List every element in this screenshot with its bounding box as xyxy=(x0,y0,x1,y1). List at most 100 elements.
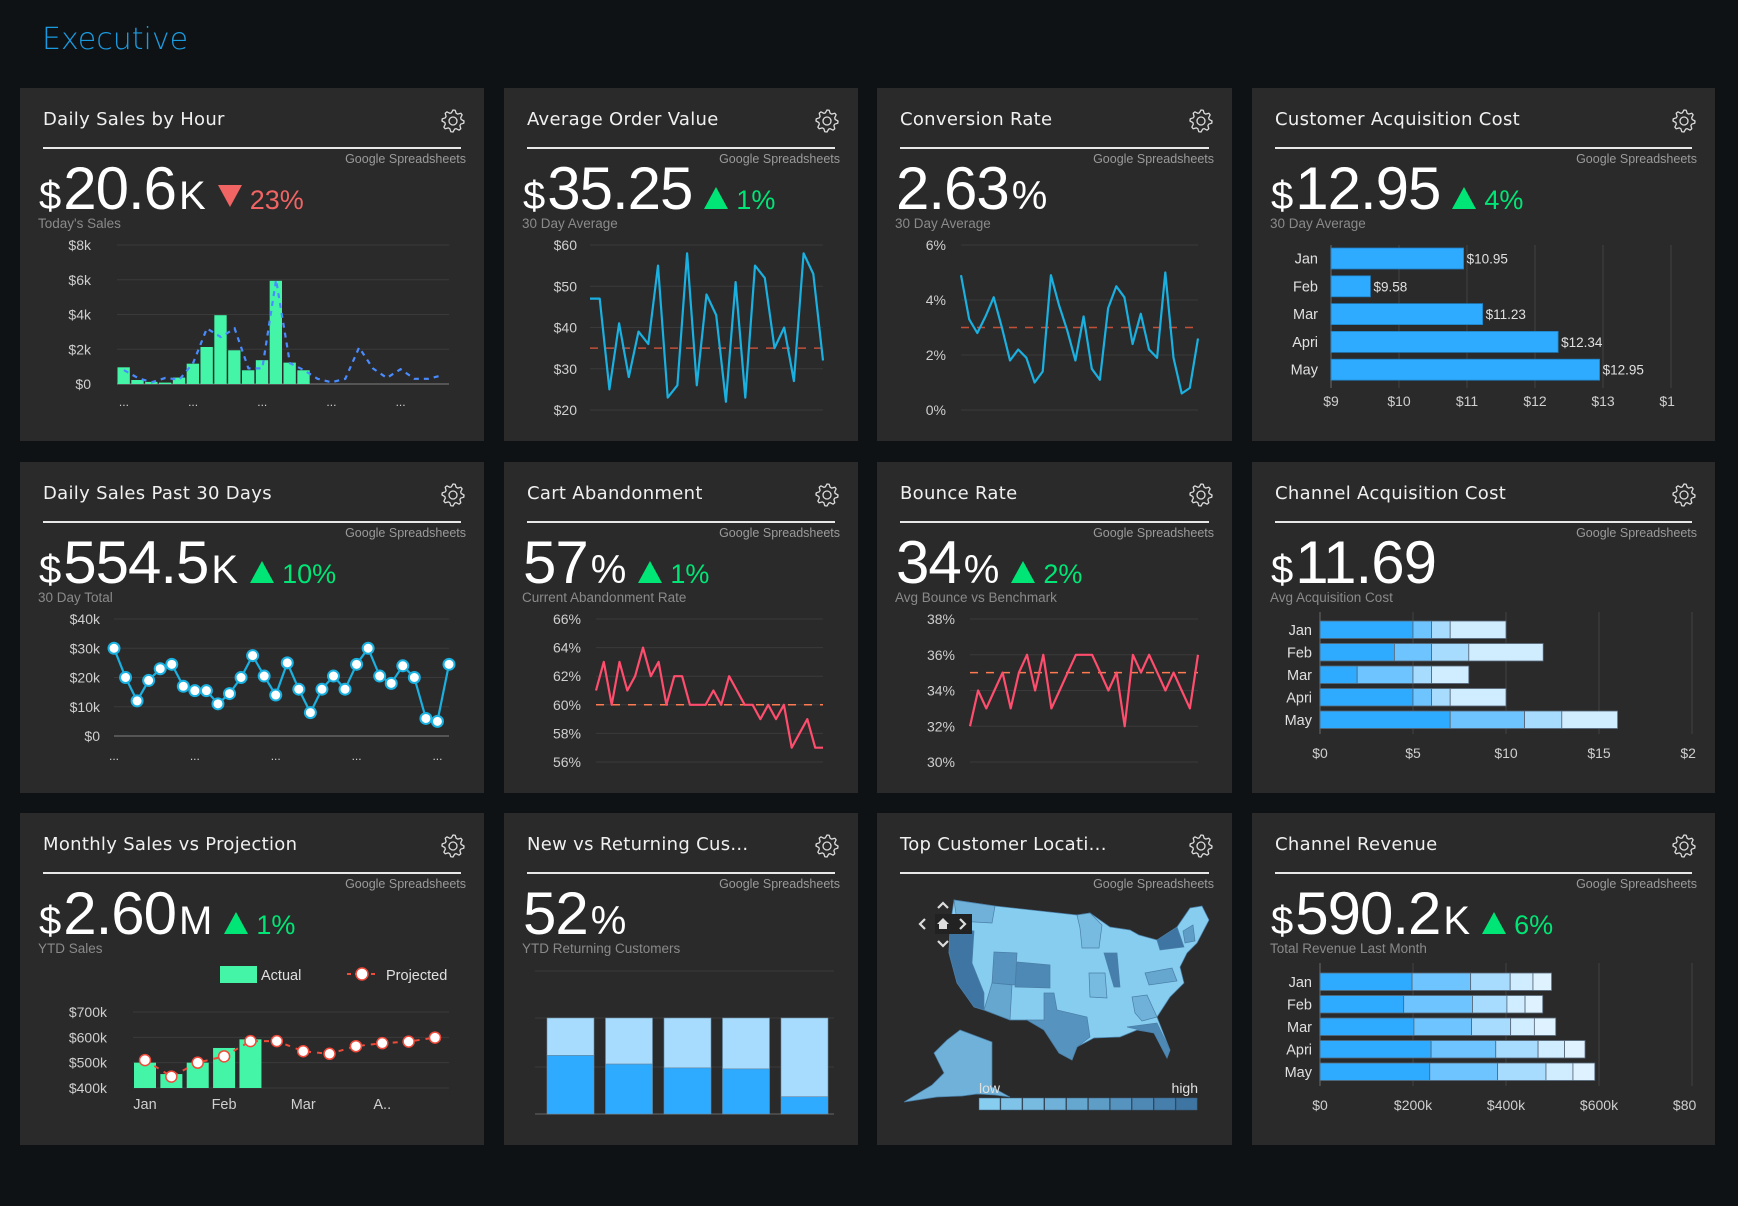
bar-segment[interactable] xyxy=(1449,688,1507,707)
settings-gear-icon[interactable] xyxy=(441,109,465,133)
data-point[interactable] xyxy=(407,671,421,684)
bar-segment[interactable] xyxy=(1449,620,1507,639)
column-segment-bottom[interactable] xyxy=(722,1068,770,1115)
settings-gear-icon[interactable] xyxy=(441,483,465,507)
data-point[interactable] xyxy=(211,697,225,711)
settings-gear-icon[interactable] xyxy=(1672,834,1696,858)
data-point[interactable] xyxy=(442,657,456,671)
map-region-colorado[interactable] xyxy=(1014,961,1051,989)
bar-segment[interactable] xyxy=(1497,1062,1547,1081)
chevron-down-icon[interactable] xyxy=(937,940,949,948)
settings-gear-icon[interactable] xyxy=(1189,109,1213,133)
bar[interactable] xyxy=(172,377,186,384)
bar[interactable] xyxy=(1330,247,1465,270)
data-point[interactable] xyxy=(223,687,237,701)
bar[interactable] xyxy=(1330,330,1559,353)
map-region-alaska[interactable] xyxy=(903,1029,1011,1103)
bar-segment[interactable] xyxy=(1319,1040,1432,1059)
actual-bar[interactable] xyxy=(134,1062,156,1088)
data-point[interactable] xyxy=(303,706,317,720)
map-region-virginia[interactable] xyxy=(1144,967,1178,986)
map-region-minnesota[interactable] xyxy=(1076,912,1103,949)
map-region-utah[interactable] xyxy=(991,951,1018,986)
chevron-up-icon[interactable] xyxy=(937,901,949,909)
map-region-arizona[interactable] xyxy=(983,982,1013,1021)
data-point[interactable] xyxy=(430,714,444,728)
map-region-new-york[interactable] xyxy=(1156,926,1185,951)
bar-segment[interactable] xyxy=(1411,972,1472,991)
bar-segment[interactable] xyxy=(1319,710,1451,729)
projected-point[interactable] xyxy=(244,1034,257,1048)
map-region-new-england[interactable] xyxy=(1182,924,1196,944)
column-segment-bottom[interactable] xyxy=(605,1063,653,1115)
bar-segment[interactable] xyxy=(1356,665,1414,684)
actual-bar[interactable] xyxy=(186,1062,209,1088)
bar-segment[interactable] xyxy=(1506,995,1526,1014)
bar-segment[interactable] xyxy=(1509,972,1534,991)
bar-segment[interactable] xyxy=(1431,643,1470,662)
settings-gear-icon[interactable] xyxy=(1189,834,1213,858)
data-point[interactable] xyxy=(246,649,260,663)
bar-segment[interactable] xyxy=(1319,665,1358,684)
bar-segment[interactable] xyxy=(1470,972,1511,991)
data-point[interactable] xyxy=(350,657,364,671)
data-point[interactable] xyxy=(234,671,248,684)
data-point[interactable] xyxy=(280,656,294,670)
settings-gear-icon[interactable] xyxy=(815,109,839,133)
projected-point[interactable] xyxy=(296,1045,310,1058)
bar-segment[interactable] xyxy=(1319,1017,1415,1036)
bar-segment[interactable] xyxy=(1510,1017,1535,1036)
bar-segment[interactable] xyxy=(1564,1040,1586,1059)
bar[interactable] xyxy=(214,315,227,384)
bar-segment[interactable] xyxy=(1430,1040,1497,1059)
bar[interactable] xyxy=(269,280,282,384)
bar[interactable] xyxy=(255,360,269,384)
data-point[interactable] xyxy=(361,641,375,655)
bar-segment[interactable] xyxy=(1319,643,1395,662)
settings-gear-icon[interactable] xyxy=(1672,483,1696,507)
map-region-missouri[interactable] xyxy=(1088,972,1108,999)
bar-segment[interactable] xyxy=(1471,1017,1512,1036)
data-point[interactable] xyxy=(153,662,167,676)
data-point[interactable] xyxy=(199,684,213,698)
bar[interactable] xyxy=(228,350,241,384)
bar[interactable] xyxy=(200,346,213,384)
bar[interactable] xyxy=(1330,358,1601,381)
actual-bar[interactable] xyxy=(239,1039,262,1088)
column-segment-top[interactable] xyxy=(722,1017,770,1070)
bar-segment[interactable] xyxy=(1412,665,1433,684)
bar-segment[interactable] xyxy=(1429,1062,1499,1081)
data-point[interactable] xyxy=(419,711,433,725)
bar[interactable] xyxy=(186,363,199,384)
bar-segment[interactable] xyxy=(1413,1017,1472,1036)
bar-segment[interactable] xyxy=(1319,620,1414,639)
map-region-texas[interactable] xyxy=(1025,992,1091,1061)
bar-segment[interactable] xyxy=(1572,1062,1596,1081)
map-region-illinois[interactable] xyxy=(1103,952,1121,988)
projected-point[interactable] xyxy=(165,1070,178,1083)
bar-segment[interactable] xyxy=(1545,1062,1574,1081)
settings-gear-icon[interactable] xyxy=(1189,483,1213,507)
data-point[interactable] xyxy=(176,679,190,693)
bar-segment[interactable] xyxy=(1393,643,1432,662)
bar-segment[interactable] xyxy=(1431,688,1451,707)
settings-gear-icon[interactable] xyxy=(441,834,465,858)
data-point[interactable] xyxy=(373,669,387,683)
column-segment-top[interactable] xyxy=(546,1017,595,1056)
column-segment-top[interactable] xyxy=(605,1017,653,1065)
projected-point[interactable] xyxy=(376,1036,389,1050)
data-point[interactable] xyxy=(257,669,271,683)
bar[interactable] xyxy=(1330,275,1371,298)
bar[interactable] xyxy=(242,370,255,384)
data-point[interactable] xyxy=(119,671,133,684)
bar-segment[interactable] xyxy=(1524,710,1563,729)
projected-point[interactable] xyxy=(428,1031,442,1044)
bar-segment[interactable] xyxy=(1472,995,1508,1014)
bar-segment[interactable] xyxy=(1449,710,1525,729)
bar-segment[interactable] xyxy=(1319,1062,1431,1081)
bar-segment[interactable] xyxy=(1537,1040,1565,1059)
bar-segment[interactable] xyxy=(1319,995,1405,1014)
bar[interactable] xyxy=(1330,303,1484,326)
bar-segment[interactable] xyxy=(1403,995,1473,1014)
map-region-georgia[interactable] xyxy=(1131,994,1158,1022)
